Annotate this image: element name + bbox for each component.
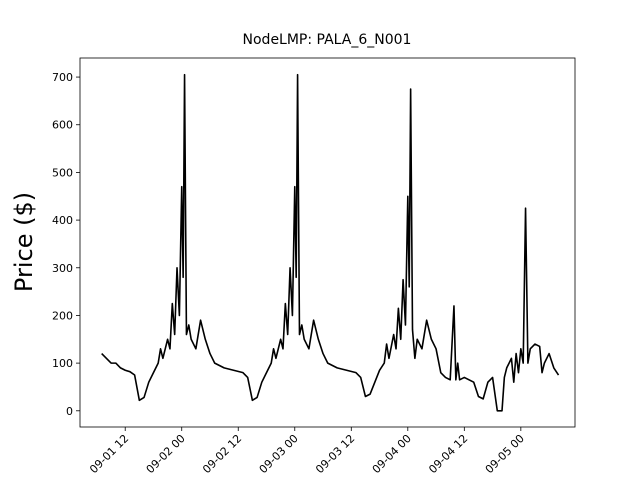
chart-title: NodeLMP: PALA_6_N001 xyxy=(243,32,412,48)
x-tick-label: 09-02 00 xyxy=(144,432,188,476)
x-tick-label: 09-04 12 xyxy=(426,432,470,476)
y-tick-label: 0 xyxy=(66,405,73,418)
x-tick-label: 09-03 00 xyxy=(257,432,301,476)
y-axis-label: Price ($) xyxy=(10,192,38,292)
x-tick-label: 09-04 00 xyxy=(370,432,414,476)
x-tick-label: 09-02 12 xyxy=(200,432,244,476)
plot-frame xyxy=(79,57,576,428)
x-tick-label: 09-03 12 xyxy=(313,432,357,476)
x-tick-label: 09-01 12 xyxy=(87,432,131,476)
y-tick-label: 700 xyxy=(52,71,73,84)
y-tick-label: 100 xyxy=(52,357,73,370)
y-tick-label: 200 xyxy=(52,309,73,322)
y-tick-label: 500 xyxy=(52,166,73,179)
x-tick-label: 09-05 00 xyxy=(483,432,527,476)
y-tick-label: 300 xyxy=(52,262,73,275)
y-tick-label: 400 xyxy=(52,214,73,227)
y-tick-label: 600 xyxy=(52,119,73,132)
price-line xyxy=(101,73,560,412)
